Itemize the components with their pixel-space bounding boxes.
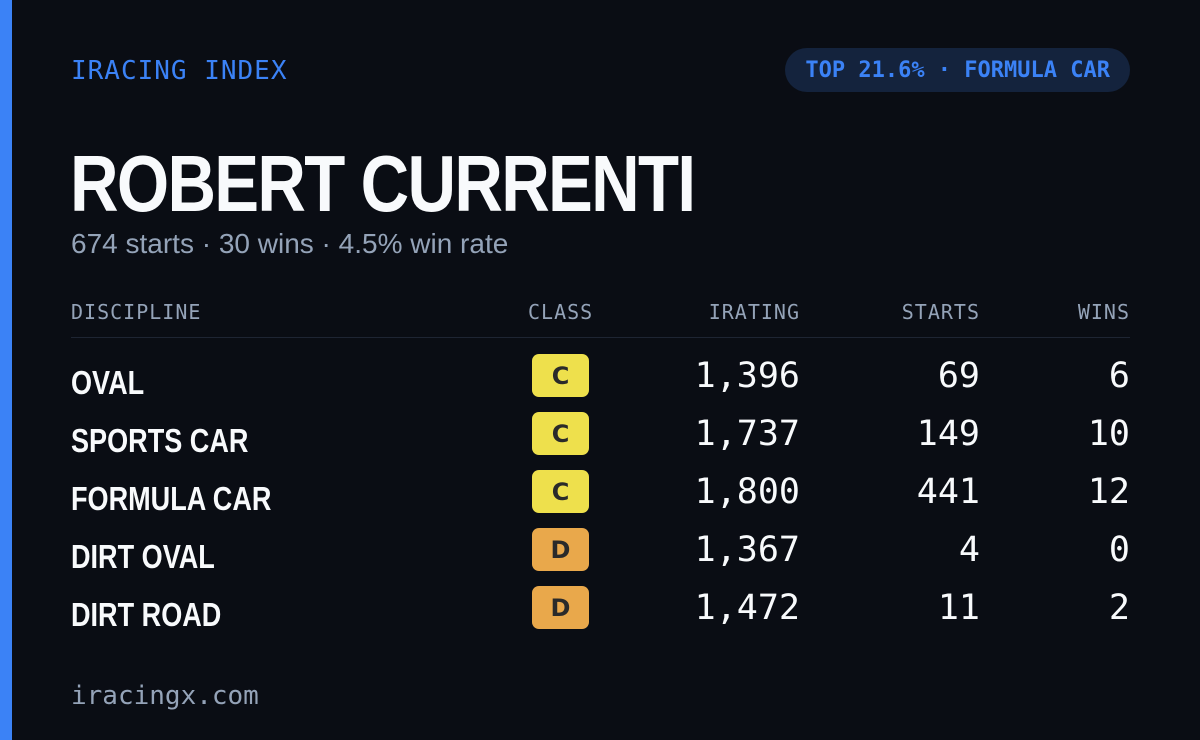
starts-value: 11 — [937, 588, 980, 628]
accent-bar — [0, 0, 12, 740]
discipline-name: OVAL — [71, 364, 145, 401]
table-row: DIRT OVAL D 1,367 4 0 — [71, 528, 1130, 580]
class-badge: D — [532, 528, 589, 571]
column-header-wins: WINS — [1077, 300, 1130, 324]
discipline-name: DIRT ROAD — [71, 596, 222, 633]
wins-value: 0 — [1108, 530, 1130, 570]
starts-value: 69 — [937, 356, 980, 396]
irating-value: 1,367 — [694, 530, 800, 570]
table-row: OVAL C 1,396 69 6 — [71, 354, 1130, 406]
class-badge: C — [532, 354, 589, 397]
wins-value: 6 — [1108, 356, 1130, 396]
column-header-irating: IRATING — [708, 300, 800, 324]
discipline-name: SPORTS CAR — [71, 422, 249, 459]
class-badge: C — [532, 470, 589, 513]
irating-value: 1,396 — [694, 356, 800, 396]
starts-value: 149 — [916, 414, 980, 454]
wins-value: 10 — [1087, 414, 1130, 454]
column-header-discipline: DISCIPLINE — [71, 300, 202, 324]
starts-value: 441 — [916, 472, 980, 512]
table-row: FORMULA CAR C 1,800 441 12 — [71, 470, 1130, 522]
discipline-name: FORMULA CAR — [71, 480, 272, 517]
starts-value: 4 — [958, 530, 980, 570]
wins-value: 12 — [1087, 472, 1130, 512]
irating-value: 1,737 — [694, 414, 800, 454]
rank-badge: TOP 21.6% · FORMULA CAR — [785, 48, 1130, 92]
discipline-name: DIRT OVAL — [71, 538, 215, 575]
irating-value: 1,800 — [694, 472, 800, 512]
career-summary: 674 starts · 30 wins · 4.5% win rate — [71, 228, 509, 259]
footer-site: iracingx.com — [71, 681, 259, 711]
column-header-starts: STARTS — [901, 300, 980, 324]
brand-title: IRACING INDEX — [71, 56, 288, 86]
driver-name: ROBERT CURRENTI — [70, 139, 696, 228]
table-row: SPORTS CAR C 1,737 149 10 — [71, 412, 1130, 464]
table-row: DIRT ROAD D 1,472 11 2 — [71, 586, 1130, 638]
class-badge: D — [532, 586, 589, 629]
column-header-class: CLASS — [528, 300, 594, 324]
table-header: DISCIPLINE CLASS IRATING STARTS WINS — [71, 300, 1130, 338]
wins-value: 2 — [1108, 588, 1130, 628]
irating-value: 1,472 — [694, 588, 800, 628]
class-badge: C — [532, 412, 589, 455]
